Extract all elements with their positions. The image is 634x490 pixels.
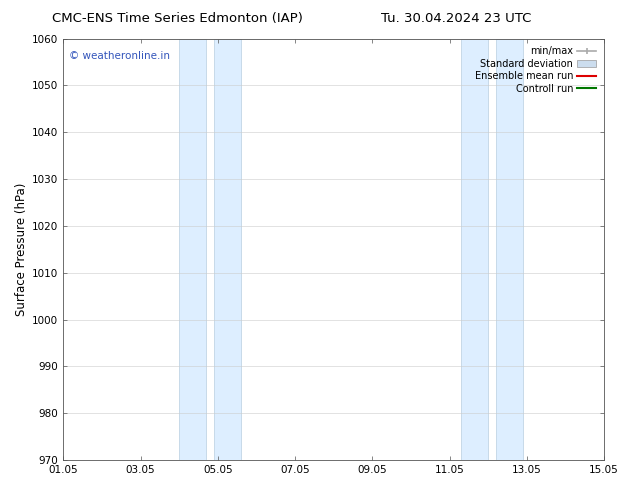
Bar [496, 39, 523, 460]
Y-axis label: Surface Pressure (hPa): Surface Pressure (hPa) [15, 183, 28, 316]
Text: CMC-ENS Time Series Edmonton (IAP): CMC-ENS Time Series Edmonton (IAP) [52, 12, 303, 25]
Bar [461, 39, 488, 460]
Legend: min/max, Standard deviation, Ensemble mean run, Controll run: min/max, Standard deviation, Ensemble me… [472, 44, 599, 97]
Bar [214, 39, 241, 460]
Bar [179, 39, 206, 460]
Text: © weatheronline.in: © weatheronline.in [68, 51, 170, 61]
Text: Tu. 30.04.2024 23 UTC: Tu. 30.04.2024 23 UTC [381, 12, 532, 25]
